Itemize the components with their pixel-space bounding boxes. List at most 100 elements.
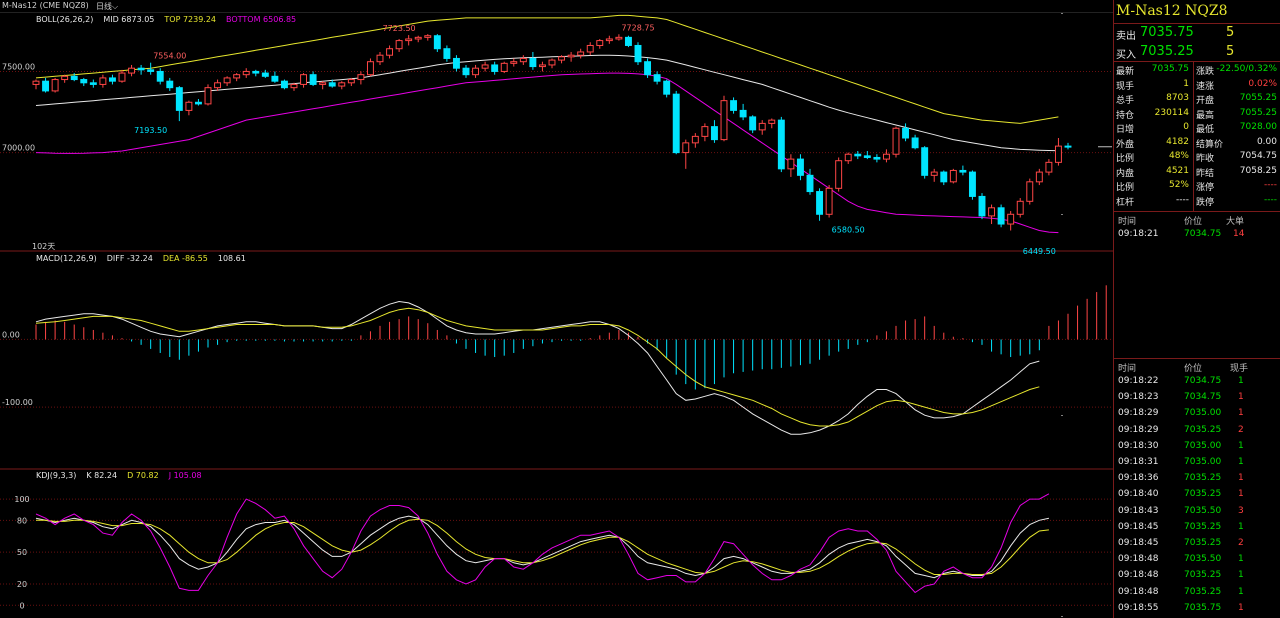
stat-label: 外盘 bbox=[1116, 139, 1135, 150]
candle-body bbox=[252, 70, 260, 74]
contract-title: M-Nas12 (CME NQZ8) bbox=[2, 1, 89, 10]
candle-body bbox=[405, 38, 413, 42]
boll-top-line bbox=[35, 14, 1059, 124]
candle-body bbox=[89, 82, 97, 85]
stat-value: 8703 bbox=[1166, 93, 1189, 103]
stat-value: 7055.25 bbox=[1239, 107, 1277, 118]
candle-body bbox=[988, 207, 996, 217]
candle-body bbox=[1035, 171, 1043, 183]
candle-body bbox=[825, 187, 833, 215]
tick-qty: 1 bbox=[1238, 554, 1244, 565]
quote-panel: M-Nas12 NQZ8 卖出 7035.75 5 买入 7035.25 5 最… bbox=[1113, 0, 1280, 618]
candle-body bbox=[691, 135, 699, 144]
candle-body bbox=[452, 57, 460, 69]
candle-body bbox=[366, 61, 374, 76]
stat-label: 比例 bbox=[1116, 154, 1135, 164]
tick-header-time: 时间 bbox=[1118, 364, 1137, 374]
candle-body bbox=[902, 127, 910, 139]
candle-body bbox=[854, 153, 862, 157]
tick-qty: 1 bbox=[1238, 570, 1244, 581]
candle-body bbox=[338, 82, 346, 87]
candle-body bbox=[357, 74, 365, 81]
boll-bottom-label: BOTTOM 6506.85 bbox=[226, 15, 296, 24]
candle-body bbox=[624, 36, 632, 46]
candle-body bbox=[959, 169, 967, 173]
period-selector[interactable]: 日线⌵ bbox=[96, 1, 118, 12]
tick-time: 09:18:48 bbox=[1118, 570, 1159, 581]
candle-body bbox=[175, 87, 183, 111]
stat-value: 1 bbox=[1183, 78, 1189, 89]
kline-chart[interactable]: 7500.00 7000.00 7554.00 7723.50 7728.75 7193.… bbox=[0, 13, 1113, 618]
price-annotation: 7728.75 bbox=[621, 23, 654, 32]
stat-value: 7035.75 bbox=[1151, 64, 1189, 74]
sell-price[interactable]: 7035.75 bbox=[1140, 25, 1194, 40]
stat-label: 最新 bbox=[1116, 67, 1135, 77]
candle-body bbox=[701, 126, 709, 137]
stat-value: ---- bbox=[1176, 194, 1189, 205]
candle-body bbox=[586, 44, 594, 53]
big-order-time: 09:18:21 bbox=[1118, 229, 1159, 239]
stat-label: 内盘 bbox=[1116, 168, 1135, 179]
candle-body bbox=[99, 77, 107, 85]
tick-price: 7035.00 bbox=[1184, 440, 1222, 451]
candle-body bbox=[70, 75, 78, 81]
stat-label: 比例 bbox=[1116, 183, 1135, 193]
tick-price: 7035.75 bbox=[1184, 602, 1222, 613]
candle-body bbox=[185, 101, 193, 111]
sell-label: 卖出 bbox=[1116, 31, 1136, 42]
candle-body bbox=[61, 75, 69, 81]
candle-body bbox=[567, 54, 575, 58]
candle-body bbox=[156, 70, 164, 82]
candle-body bbox=[644, 61, 652, 76]
candle-body bbox=[529, 57, 537, 68]
candle-body bbox=[968, 171, 976, 197]
stat-label: 开盘 bbox=[1196, 96, 1215, 106]
candle-body bbox=[1054, 145, 1062, 163]
candle-body bbox=[863, 155, 871, 158]
y-tick-label: 7000.00 bbox=[2, 144, 35, 153]
candle-body bbox=[663, 80, 671, 95]
boll-label: BOLL(26,26,2) bbox=[36, 15, 93, 24]
big-header-time: 时间 bbox=[1118, 217, 1137, 227]
candle-body bbox=[118, 72, 126, 82]
candle-body bbox=[739, 109, 747, 118]
candle-body bbox=[472, 67, 480, 76]
candle-body bbox=[777, 119, 785, 170]
macd-dea-line bbox=[35, 307, 1040, 427]
candle-body bbox=[816, 191, 824, 215]
candle-body bbox=[433, 35, 441, 50]
tick-price: 7035.25 bbox=[1184, 424, 1222, 435]
title-bar: M-Nas12 (CME NQZ8) 日线⌵ bbox=[0, 0, 1113, 13]
stat-label: 杠杆 bbox=[1116, 197, 1135, 208]
tick-price: 7034.75 bbox=[1184, 392, 1222, 403]
stat-label: 结算价 bbox=[1196, 139, 1224, 150]
candle-body bbox=[672, 93, 680, 154]
kdj-k-label: K 82.24 bbox=[86, 471, 117, 480]
tick-price: 7034.75 bbox=[1184, 376, 1222, 386]
candle-body bbox=[166, 80, 174, 89]
tick-time: 09:18:43 bbox=[1118, 505, 1159, 516]
stat-value: 7058.25 bbox=[1239, 165, 1277, 176]
candle-body bbox=[128, 67, 136, 74]
stat-label: 持仓 bbox=[1116, 110, 1135, 121]
tick-header-qty: 现手 bbox=[1230, 364, 1249, 374]
candle-body bbox=[395, 40, 403, 50]
stat-label: 涨跌 bbox=[1196, 67, 1215, 77]
candle-body bbox=[376, 54, 384, 63]
buy-price[interactable]: 7035.25 bbox=[1140, 44, 1194, 59]
tick-qty: 1 bbox=[1238, 392, 1244, 403]
tick-header-price: 价位 bbox=[1184, 364, 1203, 374]
period-label: 日线 bbox=[96, 2, 112, 11]
tick-price: 7035.00 bbox=[1184, 457, 1222, 467]
candle-body bbox=[500, 62, 508, 72]
stat-value: 7028.00 bbox=[1239, 122, 1277, 132]
buy-label: 买入 bbox=[1116, 50, 1136, 61]
candle-body bbox=[280, 80, 288, 89]
kdj-d-label: D 70.82 bbox=[127, 471, 159, 480]
candle-body bbox=[873, 156, 881, 160]
candle-body bbox=[481, 64, 489, 69]
tick-time: 09:18:48 bbox=[1118, 586, 1159, 597]
candle-body bbox=[844, 153, 852, 162]
tick-time: 09:18:45 bbox=[1118, 521, 1159, 532]
candle-body bbox=[548, 59, 556, 66]
